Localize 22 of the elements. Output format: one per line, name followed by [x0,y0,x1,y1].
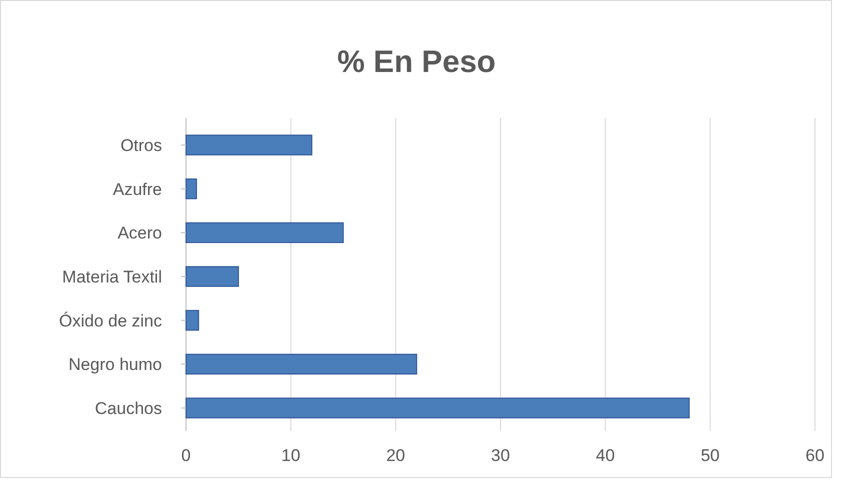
x-tick-label: 50 [700,446,720,465]
bar [186,354,418,375]
y-tick-label: Materia Textil [62,267,162,286]
y-tick-label: Cauchos [94,398,162,418]
y-tick-label: Óxido de zinc [59,311,162,330]
x-tick-label: 30 [491,446,510,465]
bar [186,222,344,244]
x-tick-label: 10 [281,446,300,465]
bar [186,310,200,331]
x-tick-label: 60 [806,446,824,465]
chart-title: % En Peso [337,44,496,79]
y-tick-label: Negro humo [68,355,162,374]
bar [186,266,239,287]
x-tick-label: 20 [386,446,406,465]
y-tick-label: Azufre [112,180,162,199]
bar [186,398,690,418]
y-tick-label: Acero [118,224,162,243]
bar [186,178,197,200]
x-tick-label: 40 [596,446,615,465]
y-tick-label: Otros [120,136,162,155]
x-tick-label: 0 [181,446,191,465]
bar [186,134,312,156]
